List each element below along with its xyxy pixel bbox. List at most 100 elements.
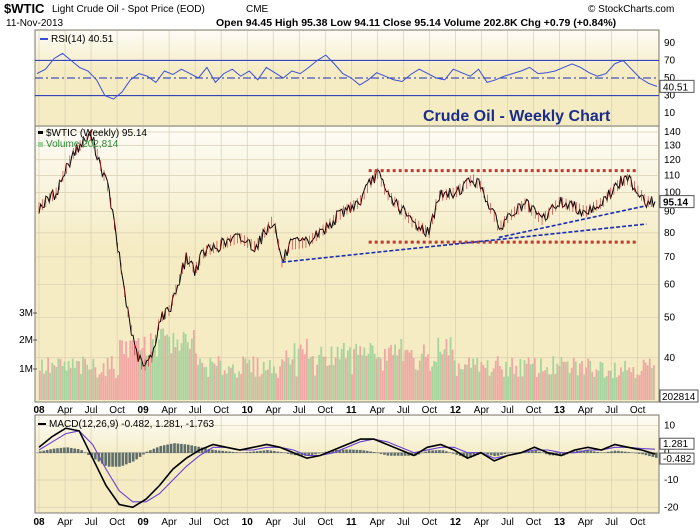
- macd-hist-bar: [431, 450, 434, 454]
- volume-bar: [628, 367, 631, 400]
- volume-bar: [328, 365, 331, 400]
- macd-hist-bar: [231, 451, 235, 454]
- volume-bar: [576, 375, 579, 400]
- macd-hist-bar: [451, 452, 455, 454]
- x-tick-label: Jul: [501, 405, 514, 416]
- volume-bar: [478, 371, 481, 400]
- volume-bar: [289, 364, 292, 400]
- volume-bar: [143, 336, 146, 400]
- volume-bar: [531, 363, 534, 400]
- volume-bar: [603, 377, 606, 400]
- volume-bar: [439, 351, 442, 400]
- volume-bar: [634, 377, 637, 400]
- x-tick-label: 13: [554, 517, 566, 528]
- volume-bar: [474, 364, 477, 400]
- trendline: [498, 204, 647, 239]
- volume-bar: [574, 361, 577, 400]
- volume-bar: [644, 362, 647, 400]
- volume-bar: [195, 353, 197, 400]
- volume-bar: [349, 347, 351, 400]
- volume-bar: [443, 349, 446, 400]
- volume-bar: [310, 356, 312, 400]
- macd-hist-bar: [248, 451, 252, 454]
- volume-bar: [406, 349, 409, 400]
- volume-bar: [303, 354, 306, 400]
- volume-bar: [618, 375, 620, 400]
- volume-bar: [277, 377, 279, 400]
- volume-bar: [221, 374, 224, 400]
- volume-bar: [53, 365, 56, 400]
- volume-bar: [71, 358, 74, 400]
- macd-hist-bar: [42, 450, 46, 454]
- macd-hist-bar: [407, 452, 410, 456]
- x-tick-label: 09: [138, 405, 150, 416]
- volume-bar: [375, 358, 378, 400]
- volume-bar: [429, 370, 431, 400]
- volume-bar: [51, 362, 54, 400]
- volume-bar: [199, 358, 201, 400]
- volume-bar: [141, 347, 144, 400]
- x-tick-label: Apr: [57, 517, 73, 528]
- macd-hist-bar: [135, 452, 138, 460]
- volume-bar: [505, 361, 507, 400]
- rsi-line: [36, 52, 658, 100]
- macd-hist-bar: [331, 450, 335, 454]
- macd-hist-bar: [424, 451, 428, 454]
- macd-hist-bar: [259, 450, 262, 454]
- volume-bar: [342, 342, 345, 400]
- volume-bar: [455, 376, 458, 400]
- macd-hist-bar: [603, 452, 606, 454]
- volume-bar: [336, 346, 339, 400]
- volume-y-tick: 2M: [19, 335, 33, 346]
- macd-hist-bar: [620, 451, 624, 454]
- x-tick-label: 10: [242, 517, 254, 528]
- volume-bar: [250, 372, 253, 400]
- x-tick-label: 08: [33, 405, 45, 416]
- volume-bar: [283, 361, 286, 400]
- volume-bar: [334, 357, 337, 400]
- macd-value-tag: [659, 437, 695, 450]
- macd-hist-bar: [427, 450, 431, 454]
- macd-hist-bar: [145, 451, 149, 454]
- volume-bar: [127, 357, 130, 400]
- macd-hist-bar: [66, 447, 70, 454]
- macd-hist-bar: [52, 448, 56, 454]
- volume-bar: [523, 360, 526, 400]
- volume-bar: [104, 376, 107, 400]
- volume-bar: [425, 356, 427, 400]
- price-label: $WTIC (Weekly) 95.14: [46, 128, 147, 139]
- macd-hist-bar: [445, 451, 448, 454]
- volume-bar: [344, 358, 347, 400]
- macd-hist-bar: [159, 445, 163, 454]
- macd-legend: MACD(12,26,9) -0.482, 1.281, -1.763: [38, 419, 215, 430]
- price-y-tick: 110: [664, 170, 680, 181]
- macd-hist-bar: [359, 449, 362, 454]
- volume-bar: [125, 341, 128, 400]
- macd-hist-bar: [200, 447, 204, 454]
- volume-bar: [135, 340, 138, 400]
- x-tick-label: Jul: [189, 405, 202, 416]
- volume-bar: [620, 367, 622, 400]
- macd-hist-bar: [362, 450, 366, 454]
- volume-bar: [470, 367, 472, 400]
- macd-hist-bar: [648, 452, 651, 457]
- macd-hist-bar: [396, 452, 400, 456]
- volume-bar: [422, 344, 425, 400]
- volume-bar: [67, 361, 70, 400]
- volume-bar: [587, 358, 590, 400]
- volume-bar: [363, 347, 366, 400]
- volume-bar: [168, 336, 171, 400]
- macd-hist-bar: [365, 450, 369, 454]
- volume-bar: [652, 365, 655, 400]
- x-tick-label: Apr: [265, 405, 281, 416]
- volume-bar: [186, 342, 189, 400]
- price-legend: $WTIC (Weekly) 95.14 Volume 202,814: [38, 128, 147, 150]
- volume-bar: [383, 348, 386, 400]
- volume-bar: [353, 349, 355, 400]
- macd-hist-bar: [118, 452, 121, 467]
- volume-bar: [486, 360, 489, 400]
- macd-hist-bar: [610, 451, 613, 454]
- macd-hist-bar: [596, 451, 600, 454]
- macd-hist-bar: [76, 449, 80, 454]
- macd-y-tick: -20: [664, 502, 679, 513]
